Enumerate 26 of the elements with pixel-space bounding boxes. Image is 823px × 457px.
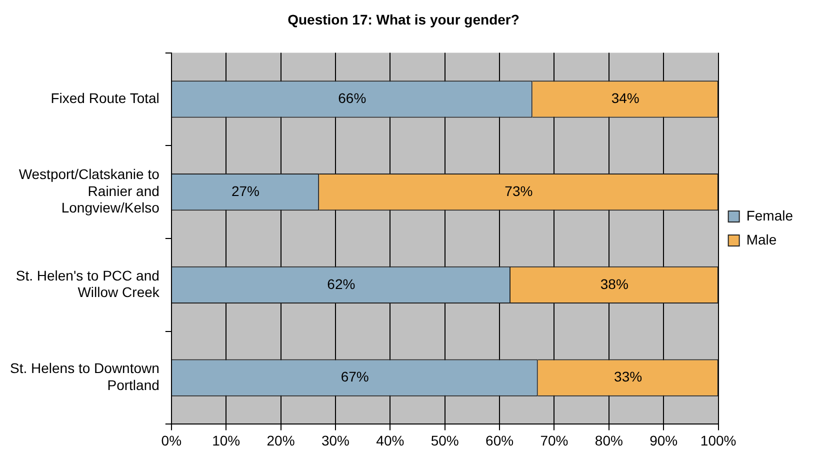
x-tick-label: 100% [700, 432, 736, 448]
x-tick-label: 70% [540, 432, 568, 448]
data-label: 73% [504, 182, 533, 199]
x-tick-label: 0% [161, 432, 182, 448]
y-tick-label: St. Helens to Downtown Portland [10, 360, 160, 394]
x-tick-label: 40% [376, 432, 404, 448]
y-tick-label: Westport/Clatskanie to Rainier and Longview/Kelso [18, 166, 160, 216]
y-tick-label: St. Helen's to PCC and Willow Creek [16, 267, 160, 300]
data-label: 66% [338, 90, 366, 106]
chart-title: Question 17: What is your gender? [288, 11, 520, 28]
data-label: 27% [231, 182, 260, 199]
x-tick-label: 90% [650, 432, 678, 448]
data-label: 38% [600, 276, 628, 292]
data-label: 62% [327, 276, 356, 292]
x-tick-label: 30% [321, 432, 350, 448]
y-tick-label: Fixed Route Total [50, 90, 160, 106]
data-label: 34% [611, 90, 640, 106]
data-label: 33% [614, 368, 642, 385]
x-tick-label: 10% [212, 432, 240, 448]
x-tick-label: 60% [486, 432, 514, 448]
data-label: 67% [340, 368, 369, 385]
x-tick-label: 50% [430, 432, 459, 448]
legend-label: Female [746, 207, 794, 224]
x-tick-label: 80% [594, 432, 623, 448]
x-tick-label: 20% [266, 432, 295, 448]
legend-label: Male [746, 231, 777, 248]
